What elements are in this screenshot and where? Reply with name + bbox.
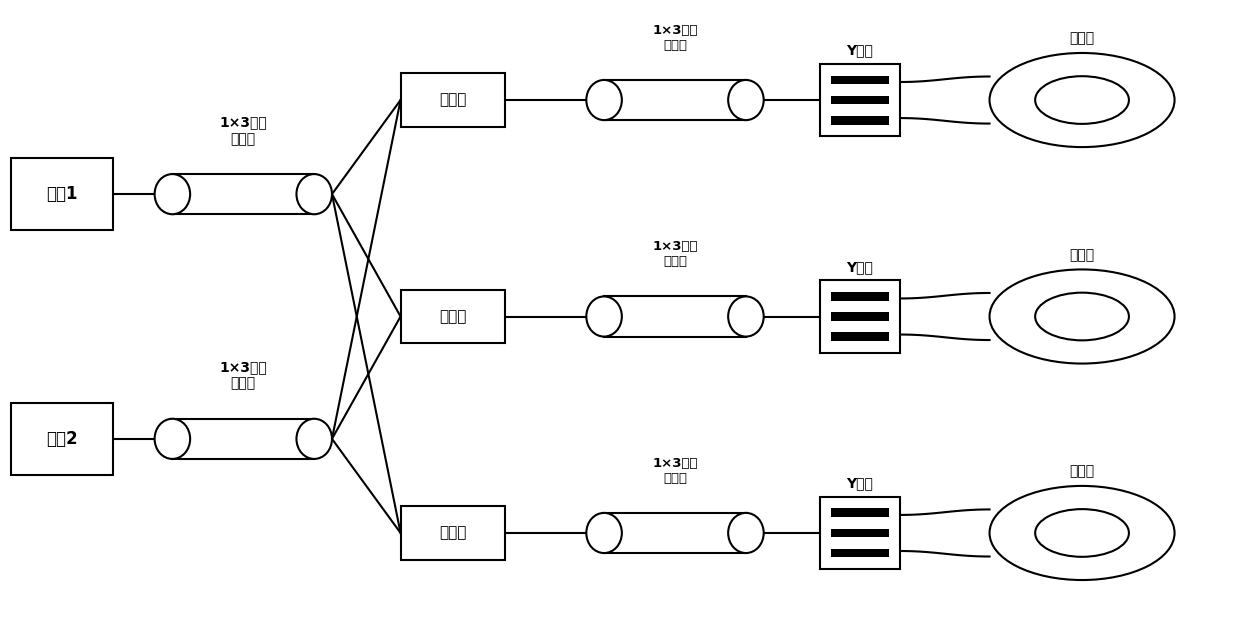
Bar	[605, 296, 746, 337]
Text: Y波导: Y波导	[846, 44, 873, 58]
Circle shape	[990, 486, 1175, 580]
Bar	[831, 549, 888, 558]
Ellipse shape	[296, 419, 332, 459]
Text: 探测器: 探测器	[440, 309, 467, 324]
Bar	[820, 280, 900, 353]
Bar	[831, 96, 888, 104]
Bar	[831, 332, 888, 341]
Text: 探测器: 探测器	[440, 92, 467, 108]
Circle shape	[990, 53, 1175, 147]
Text: 1×3光纤
耦合器: 1×3光纤 耦合器	[652, 23, 698, 52]
Ellipse shape	[155, 174, 190, 214]
Text: 光源2: 光源2	[46, 430, 78, 448]
Text: 光纤环: 光纤环	[1069, 32, 1094, 46]
Bar	[831, 75, 888, 84]
Bar	[820, 497, 900, 569]
Bar	[400, 73, 506, 127]
Circle shape	[1035, 292, 1129, 341]
Ellipse shape	[296, 174, 332, 214]
Text: 光纤环: 光纤环	[1069, 465, 1094, 479]
Bar	[400, 506, 506, 560]
Text: 1×3光纤
耦合器: 1×3光纤 耦合器	[219, 360, 268, 391]
Text: 1×3光纤
耦合器: 1×3光纤 耦合器	[652, 456, 698, 485]
Bar	[11, 403, 113, 475]
Circle shape	[1035, 509, 1129, 557]
Text: 1×3光纤
耦合器: 1×3光纤 耦合器	[219, 116, 268, 146]
Ellipse shape	[155, 419, 190, 459]
Text: 光源1: 光源1	[46, 185, 78, 203]
Ellipse shape	[586, 296, 622, 337]
Bar	[831, 292, 888, 301]
Text: Y波导: Y波导	[846, 477, 873, 491]
Bar	[11, 158, 113, 230]
Ellipse shape	[586, 80, 622, 120]
Bar	[400, 290, 506, 343]
Bar	[831, 529, 888, 537]
Bar	[605, 513, 746, 553]
Bar	[831, 312, 888, 321]
Ellipse shape	[586, 513, 622, 553]
Ellipse shape	[729, 296, 763, 337]
Text: 光纤环: 光纤环	[1069, 248, 1094, 262]
Circle shape	[990, 270, 1175, 363]
Bar	[831, 508, 888, 517]
Bar	[831, 116, 888, 125]
Text: Y波导: Y波导	[846, 260, 873, 274]
Text: 1×3光纤
耦合器: 1×3光纤 耦合器	[652, 240, 698, 268]
Bar	[820, 64, 900, 136]
Ellipse shape	[729, 80, 763, 120]
Text: 探测器: 探测器	[440, 525, 467, 541]
Bar	[172, 419, 315, 459]
Bar	[605, 80, 746, 120]
Ellipse shape	[729, 513, 763, 553]
Bar	[172, 174, 315, 214]
Circle shape	[1035, 76, 1129, 124]
